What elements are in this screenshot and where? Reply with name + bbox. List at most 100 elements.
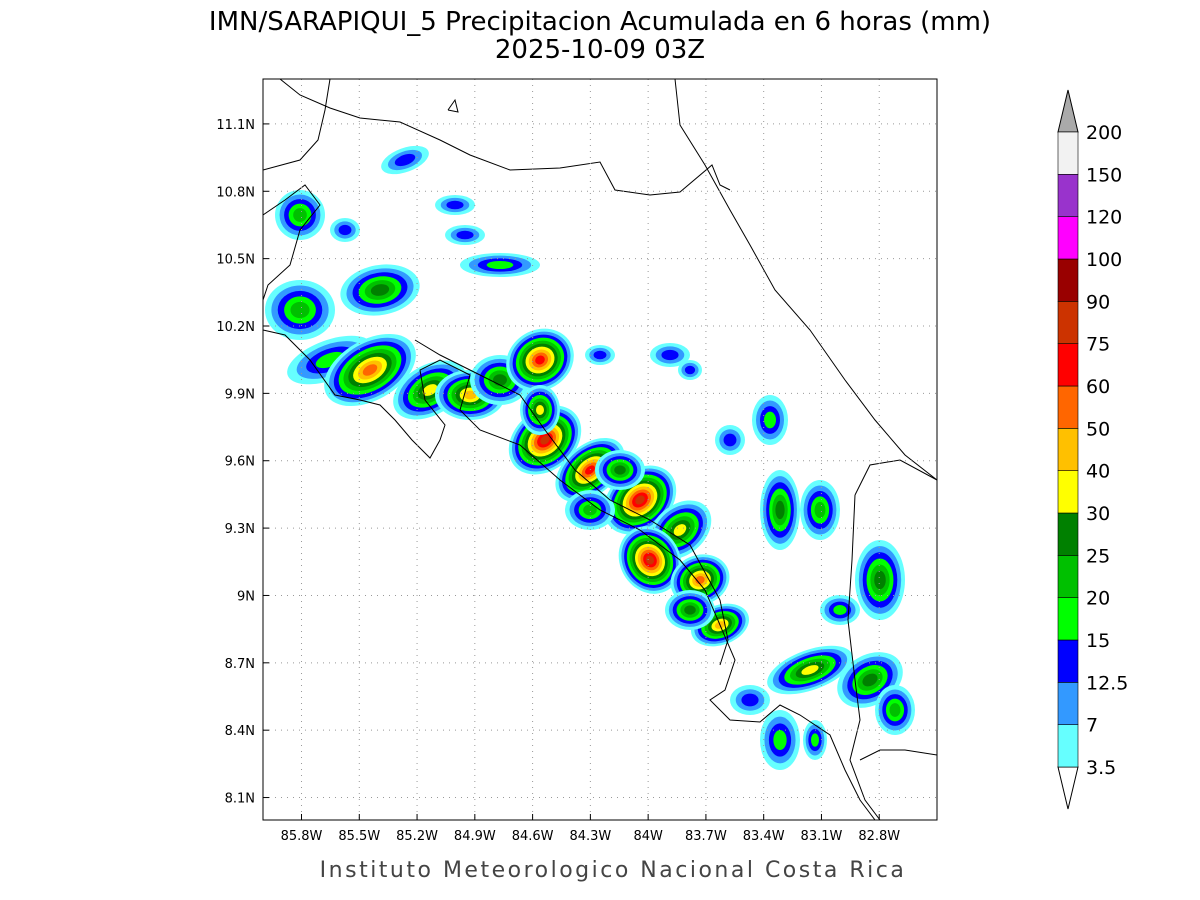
precip-contour	[290, 301, 310, 319]
colorbar-swatch	[1057, 258, 1079, 302]
precip-contour	[315, 351, 345, 369]
colorbar-label: 120	[1086, 207, 1122, 229]
precip-contour	[362, 364, 378, 376]
colorbar-label: 200	[1086, 122, 1122, 144]
x-tick-label: 84.6W	[512, 829, 554, 844]
x-tick-label: 83.7W	[685, 829, 727, 844]
x-tick-label: 84.9W	[454, 829, 496, 844]
precip-contour	[661, 349, 679, 361]
border	[414, 339, 729, 666]
y-tick-label: 10.8N	[216, 185, 255, 200]
y-tick-label: 8.4N	[225, 724, 255, 739]
footer: Instituto Meteorologico Nacional Costa R…	[320, 858, 907, 883]
colorbar-label: 30	[1086, 503, 1110, 525]
colorbar-label: 3.5	[1086, 757, 1116, 779]
precip-contour	[486, 261, 514, 269]
colorbar-label: 150	[1086, 164, 1122, 186]
colorbar-label: 25	[1086, 545, 1110, 567]
colorbar-swatch	[1057, 428, 1079, 471]
colorbar-label: 90	[1086, 291, 1110, 313]
coastline	[263, 184, 321, 301]
colorbar-swatch	[1057, 131, 1079, 175]
colorbar-label: 100	[1086, 249, 1122, 271]
colorbar-swatch	[1057, 555, 1079, 598]
map-subtitle: 2025-10-09 03Z	[495, 35, 705, 65]
coastline	[263, 79, 331, 171]
y-tick-label: 9.3N	[225, 522, 255, 537]
precip-contour	[764, 411, 776, 429]
y-tick-label: 10.5N	[216, 253, 255, 268]
coastline	[859, 749, 937, 761]
precip-contour	[773, 730, 787, 750]
precip-contour	[684, 365, 696, 375]
colorbar-label: 50	[1086, 418, 1110, 440]
precip-contour	[585, 465, 595, 475]
coastlines	[263, 79, 937, 820]
precip-contour	[814, 501, 826, 519]
precip-contour	[684, 605, 696, 615]
colorbar-label: 75	[1086, 334, 1110, 356]
x-tick-label: 82.8W	[858, 829, 900, 844]
precip-contour	[695, 575, 705, 585]
x-tick-label: 85.5W	[338, 829, 380, 844]
colorbar-label: 7	[1086, 715, 1098, 737]
colorbar-swatch	[1057, 597, 1079, 641]
precip-contour	[540, 435, 550, 445]
precip-contour	[614, 465, 626, 475]
precip-contour	[536, 405, 544, 415]
x-tick-label: 84.3W	[569, 829, 611, 844]
colorbar-swatch	[1057, 343, 1079, 387]
precip-contour	[889, 703, 901, 717]
colorbar-label: 15	[1086, 630, 1110, 652]
precip-contour	[293, 208, 307, 222]
y-tick-label: 11.1N	[216, 118, 255, 133]
colorbar-swatch	[1057, 174, 1079, 217]
colorbar-over	[1057, 89, 1079, 133]
coastline	[263, 329, 876, 820]
precip-contour	[535, 355, 545, 365]
colorbar-swatch	[1057, 724, 1079, 768]
precip-contour	[723, 433, 737, 447]
x-tick-label: 83.1W	[801, 829, 843, 844]
border	[847, 494, 881, 820]
precip-contour	[583, 504, 597, 516]
precip-contour	[874, 570, 886, 590]
precipitation-field	[265, 145, 915, 770]
colorbar-swatch	[1057, 385, 1079, 429]
colorbar-swatch	[1057, 470, 1079, 514]
precip-contour	[446, 200, 464, 210]
colorbar-swatch	[1057, 639, 1079, 683]
precip-contour	[370, 284, 390, 296]
y-tick-label: 9.9N	[225, 387, 255, 402]
map-frame	[262, 78, 938, 821]
precip-contour	[673, 524, 687, 536]
precip-contour	[394, 153, 416, 167]
precip-contour	[422, 384, 438, 396]
colorbar-under	[1057, 766, 1079, 810]
coastline	[447, 98, 459, 113]
precip-contour	[463, 390, 477, 400]
y-tick-label: 9.6N	[225, 455, 255, 470]
precip-contour	[593, 350, 607, 360]
y-tick-label: 9N	[237, 589, 255, 604]
precip-contour	[493, 374, 507, 386]
colorbar-label: 40	[1086, 461, 1110, 483]
x-tick-label: 84W	[633, 829, 663, 844]
precip-contour	[741, 693, 759, 707]
x-tick-label: 85.2W	[396, 829, 438, 844]
border	[854, 459, 937, 496]
y-tick-label: 8.7N	[225, 657, 255, 672]
precip-contour	[833, 605, 847, 615]
colorbar: 3.5 7 12.5 15 20 25 30 40 50 60 75 90 100 120 150 200	[1057, 89, 1128, 810]
precip-contour	[862, 673, 878, 687]
colorbar-swatch	[1057, 216, 1079, 260]
precip-contour	[338, 224, 352, 236]
precip-contour	[801, 665, 819, 675]
colorbar-label: 12.5	[1086, 672, 1128, 694]
map-title: IMN/SARAPIQUI_5 Precipitacion Acumulada …	[209, 7, 991, 37]
colorbar-swatch	[1057, 682, 1079, 725]
precip-contour	[635, 495, 645, 505]
coastline	[674, 79, 937, 481]
y-tick-label: 8.1N	[225, 792, 255, 807]
